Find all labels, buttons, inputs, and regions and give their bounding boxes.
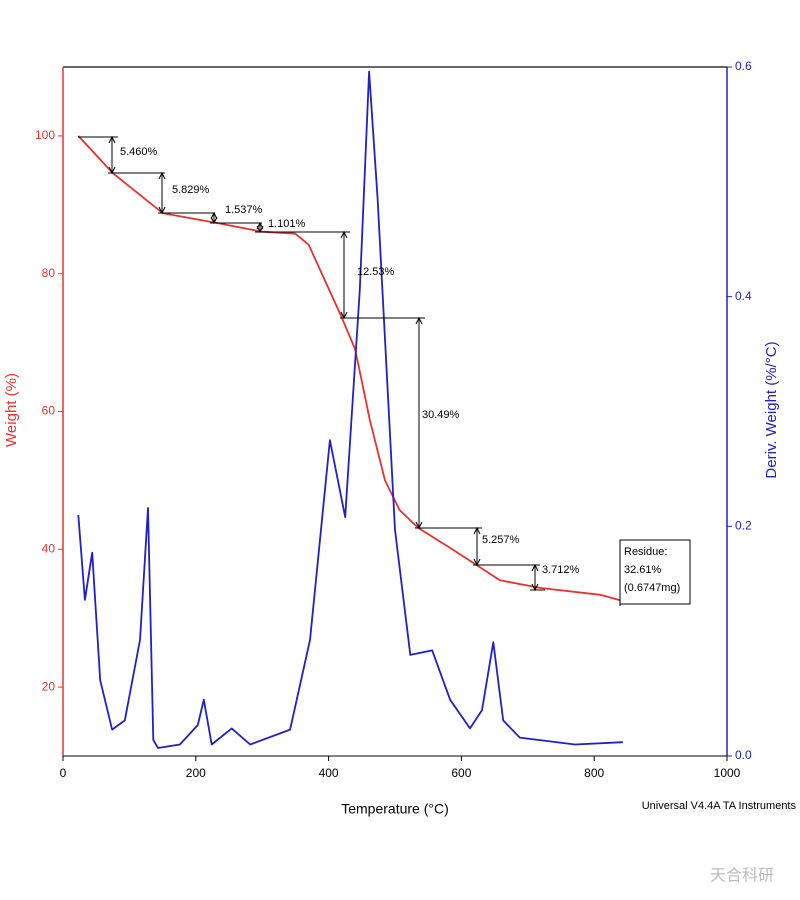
annotation: 1.101%	[268, 218, 306, 230]
y2-tick-label: 0.6	[735, 59, 752, 73]
footer: Universal V4.4A TA Instruments	[642, 800, 797, 812]
y2-tick-label: 0.0	[735, 748, 752, 762]
x-tick-label: 0	[60, 766, 67, 780]
residue-text: 32.61%	[624, 564, 662, 576]
watermark: 天合科研	[710, 866, 774, 885]
residue-text: Residue:	[624, 546, 667, 558]
y2-tick-label: 0.2	[735, 519, 752, 533]
annotation: 30.49%	[422, 409, 460, 421]
x-tick-label: 400	[319, 766, 339, 780]
x-axis-label: Temperature (°C)	[341, 801, 449, 817]
arrow-head	[531, 563, 539, 592]
annotation: 12.53%	[357, 266, 395, 278]
y-tick-label: 60	[42, 404, 56, 418]
arrow-head	[108, 135, 116, 175]
y-axis-label: Weight (%)	[3, 373, 20, 447]
y2-axis-label: Deriv. Weight (%/°C)	[763, 341, 780, 478]
arrow-head	[158, 171, 166, 215]
annotation: 5.460%	[120, 146, 158, 158]
annotation: 1.537%	[225, 204, 263, 216]
y-tick-label: 80	[42, 266, 56, 280]
x-tick-label: 600	[451, 766, 471, 780]
y-tick-label: 20	[42, 679, 56, 693]
annotation: 3.712%	[542, 564, 580, 576]
x-tick-label: 800	[584, 766, 604, 780]
x-tick-label: 1000	[714, 766, 741, 780]
arrow-head	[340, 230, 348, 320]
arrow-head	[415, 316, 423, 530]
y-tick-label: 40	[42, 541, 56, 555]
x-tick-label: 200	[186, 766, 206, 780]
y-tick-label: 100	[35, 128, 55, 142]
arrow-head	[473, 526, 481, 567]
arrow-head	[210, 211, 218, 225]
y2-tick-label: 0.4	[735, 289, 752, 303]
residue-box	[619, 539, 691, 605]
annotation: 5.829%	[172, 184, 210, 196]
annotation: 5.257%	[482, 534, 520, 546]
data-line	[77, 135, 621, 602]
arrow-head	[256, 221, 264, 234]
residue-text: (0.6747mg)	[624, 582, 680, 594]
data-line	[77, 70, 623, 749]
